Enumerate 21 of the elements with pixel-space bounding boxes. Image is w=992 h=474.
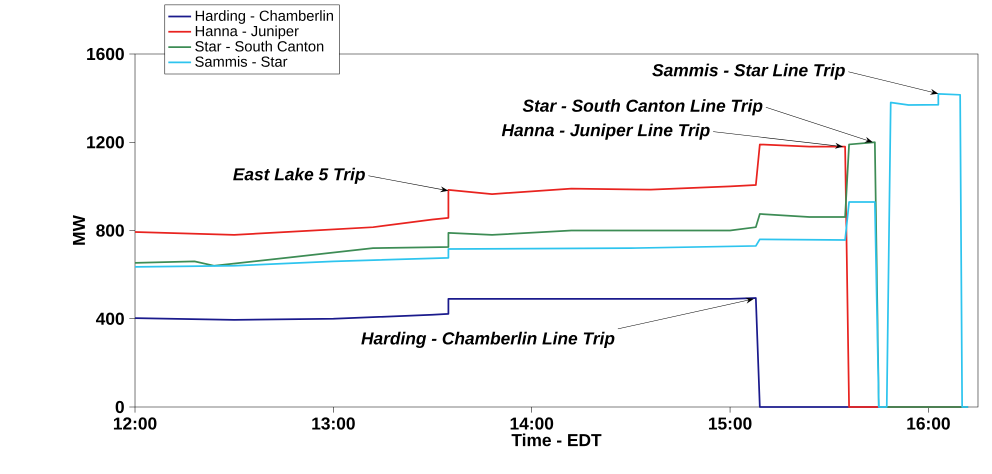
y-tick-label: 1600 [87,48,124,60]
x-tick-label: 13:00 [312,417,355,430]
legend-label: Sammis - Star [195,56,288,67]
x-tick-label: 12:00 [114,417,156,430]
x-axis-title: Time - EDT [512,434,602,446]
y-tick-label: 800 [96,224,124,237]
annotation: Star - South Canton Line Trip [522,99,762,116]
annotation: Sammis - Star Line Trip [652,64,845,80]
y-tick-label: 0 [116,400,124,414]
x-tick-label: 16:00 [907,417,950,430]
y-tick-label: 400 [96,312,124,325]
x-tick-label: 14:00 [510,417,554,430]
x-tick-label: 15:00 [708,417,752,430]
legend-label: Harding - Chamberlin [196,10,333,24]
y-tick-label: 1200 [87,136,124,148]
annotation: Hanna - Juniper Line Trip [502,124,710,140]
legend-label: Star - South Canton [195,40,324,52]
annotation: Harding - Chamberlin Line Trip [361,332,614,348]
y-axis-title: MW [72,215,85,245]
annotation: East Lake 5 Trip [233,168,365,184]
legend-label: Hanna - Juniper [196,25,299,40]
